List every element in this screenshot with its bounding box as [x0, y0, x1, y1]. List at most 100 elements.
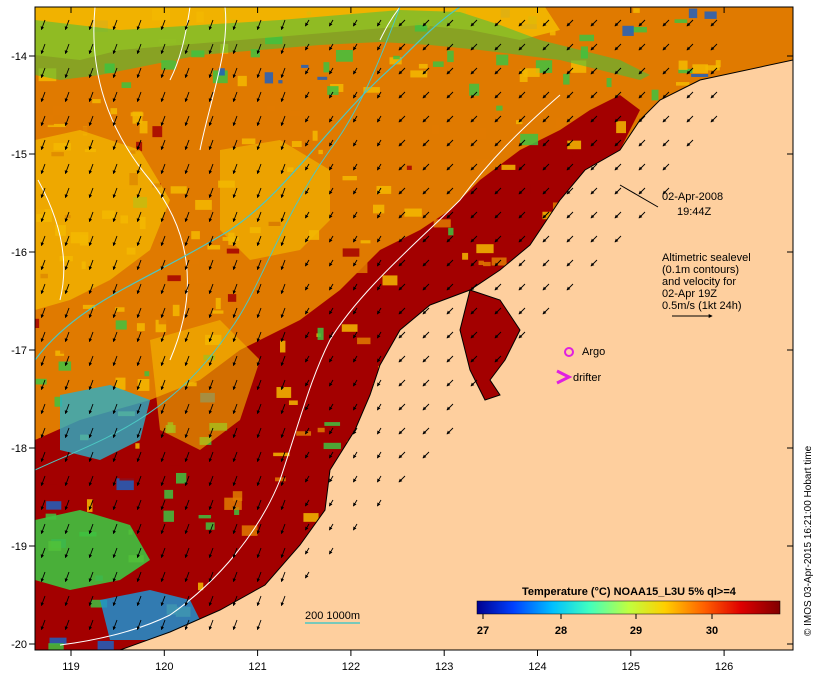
sst-patch [92, 99, 101, 104]
velocity-arrow [377, 139, 382, 147]
velocity-arrow [64, 331, 70, 343]
sst-patch [195, 199, 212, 210]
velocity-arrow [590, 259, 598, 267]
velocity-arrow [686, 67, 694, 75]
sst-patch [606, 78, 612, 88]
velocity-arrow [184, 67, 190, 79]
velocity-arrow [88, 571, 94, 583]
velocity-arrow [398, 475, 406, 483]
sst-patch [136, 323, 145, 332]
velocity-arrow [64, 115, 70, 127]
info-line-4: 02-Apr 19Z [662, 288, 717, 300]
velocity-arrow [208, 523, 214, 535]
velocity-arrow [329, 307, 334, 315]
velocity-arrow [377, 259, 382, 267]
velocity-arrow [112, 19, 118, 31]
velocity-arrow [280, 139, 286, 151]
velocity-arrow [590, 235, 598, 243]
sst-patch [523, 68, 540, 77]
velocity-arrow [422, 19, 430, 27]
sealevel-contour [59, 94, 561, 646]
velocity-arrow [88, 43, 94, 55]
velocity-arrow [256, 595, 262, 607]
velocity-arrow [518, 283, 526, 291]
sst-patch [323, 62, 330, 73]
velocity-arrow [686, 115, 694, 123]
drifter-icon [556, 369, 573, 385]
velocity-arrow [88, 307, 94, 319]
velocity-arrow [136, 403, 142, 415]
velocity-arrow [88, 115, 94, 127]
sst-patch [469, 83, 480, 96]
sst-patch [276, 387, 292, 398]
sst-patch [152, 126, 163, 138]
velocity-arrow [64, 427, 70, 439]
velocity-arrow [422, 283, 430, 291]
sst-patch [212, 310, 224, 314]
velocity-arrow [353, 523, 358, 531]
sst-patch [155, 319, 167, 333]
velocity-arrow [208, 571, 214, 583]
velocity-arrow [184, 307, 190, 319]
velocity-arrow [305, 235, 310, 243]
velocity-arrow [160, 187, 166, 199]
velocity-arrow [280, 571, 286, 583]
velocity-arrow [398, 43, 406, 51]
velocity-arrow [232, 547, 238, 559]
velocity-arrow [377, 43, 382, 51]
velocity-arrow [614, 187, 622, 195]
velocity-arrow [398, 19, 406, 27]
sst-patch [144, 371, 150, 377]
velocity-arrow [136, 571, 142, 583]
velocity-arrow [353, 91, 358, 99]
coastline-land [119, 59, 793, 650]
sst-patch [704, 11, 717, 19]
velocity-arrow [329, 211, 334, 219]
velocity-arrow [88, 427, 94, 439]
sst-patch [335, 49, 353, 62]
velocity-arrow [470, 115, 478, 123]
velocity-arrow [184, 19, 190, 31]
velocity-arrow [494, 67, 502, 75]
sealevel-contours [37, 7, 561, 646]
velocity-arrow [566, 91, 574, 99]
velocity-arrow [638, 139, 646, 147]
velocity-arrow [88, 451, 94, 463]
velocity-arrow [136, 595, 142, 607]
velocity-arrow [470, 283, 478, 291]
velocity-arrow [64, 547, 70, 559]
velocity-arrow [208, 355, 214, 367]
sst-patch [110, 501, 117, 509]
velocity-arrow [422, 115, 430, 123]
sst-patch [705, 65, 720, 71]
velocity-arrow [518, 235, 526, 243]
sst-patch [312, 130, 318, 141]
velocity-arrow [40, 379, 46, 391]
velocity-arrow [232, 163, 238, 175]
velocity-arrow [446, 403, 454, 411]
velocity-arrow [446, 139, 454, 147]
velocity-arrow [160, 115, 166, 127]
velocity-arrow [184, 475, 190, 487]
velocity-arrow [710, 19, 718, 27]
velocity-arrow [280, 91, 286, 103]
sst-patch [46, 501, 62, 510]
velocity-arrow [542, 139, 550, 147]
velocity-arrow [398, 355, 406, 363]
velocity-arrow [422, 307, 430, 315]
velocity-arrow [377, 379, 382, 387]
velocity-arrow [422, 427, 430, 435]
lon-tick-label: 124 [528, 661, 546, 673]
velocity-arrow [518, 187, 526, 195]
velocity-arrow [160, 43, 166, 55]
velocity-arrow [329, 379, 334, 387]
velocity-arrow [256, 259, 262, 271]
sst-patch [115, 320, 127, 330]
velocity-arrow [256, 451, 262, 463]
velocity-arrow [614, 43, 622, 51]
velocity-arrow [160, 427, 166, 439]
velocity-arrow [353, 235, 358, 243]
velocity-arrow [160, 67, 166, 79]
sst-patch [58, 361, 72, 371]
velocity-arrow [136, 619, 142, 631]
